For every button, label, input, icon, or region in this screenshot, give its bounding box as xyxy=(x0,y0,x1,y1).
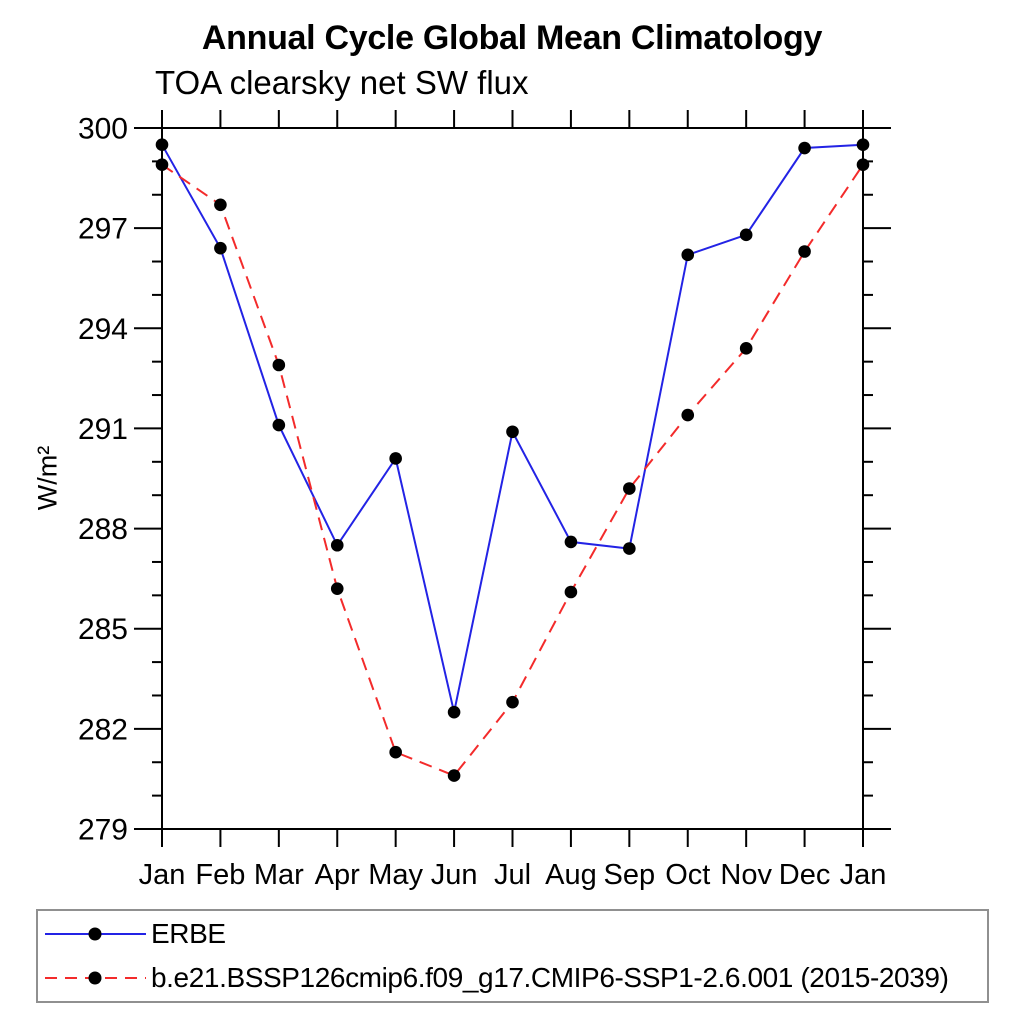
y-tick-label: 288 xyxy=(78,513,128,546)
data-point-marker xyxy=(681,408,695,422)
x-tick-label: Jan xyxy=(840,859,887,891)
data-point-marker xyxy=(330,582,344,595)
data-point-marker xyxy=(389,745,402,759)
data-point-marker xyxy=(155,138,169,151)
y-tick-label: 291 xyxy=(78,413,128,446)
data-point-marker xyxy=(798,141,811,155)
x-tick-label: Jan xyxy=(139,859,186,891)
y-tick-label: 294 xyxy=(78,313,128,346)
data-point-marker xyxy=(564,585,578,599)
legend-label-erbe: ERBE xyxy=(151,918,226,950)
data-point-marker xyxy=(272,418,286,432)
data-point-marker xyxy=(681,248,695,262)
x-tick-label: Mar xyxy=(254,859,304,891)
data-point-marker xyxy=(214,198,227,212)
data-point-marker xyxy=(564,535,578,549)
legend-box: ERBE b.e21.BSSP126cmip6.f09_g17.CMIP6-SS… xyxy=(36,909,989,1003)
x-tick-label: Apr xyxy=(315,859,360,891)
data-point-marker xyxy=(623,482,636,495)
legend-item-model: b.e21.BSSP126cmip6.f09_g17.CMIP6-SSP1-2.… xyxy=(43,958,987,998)
x-tick-label: Feb xyxy=(195,859,245,891)
data-point-marker xyxy=(330,538,344,552)
data-point-marker xyxy=(214,241,227,255)
erbe-line-sample xyxy=(45,927,146,941)
x-tick-label: Sep xyxy=(604,859,656,891)
plot-frame xyxy=(161,127,864,830)
y-tick-label: 279 xyxy=(78,814,128,847)
x-tick-label: Jul xyxy=(494,859,531,891)
x-tick-label: Jun xyxy=(431,859,478,891)
y-tick-label: 297 xyxy=(78,213,128,246)
data-point-marker xyxy=(272,358,286,372)
y-tick-label: 300 xyxy=(78,113,128,146)
data-point-marker xyxy=(389,452,402,465)
data-point-marker xyxy=(506,695,519,709)
data-point-marker xyxy=(447,705,461,719)
chart-title: Annual Cycle Global Mean Climatology xyxy=(201,19,823,57)
data-point-marker xyxy=(155,158,169,172)
data-point-marker xyxy=(856,138,870,151)
y-tick-label: 285 xyxy=(78,613,128,646)
legend-item-erbe: ERBE xyxy=(43,914,987,954)
data-point-marker xyxy=(506,425,519,439)
data-point-marker xyxy=(798,245,811,258)
data-point-marker xyxy=(623,542,636,555)
data-point-marker xyxy=(447,769,461,782)
x-tick-label: Dec xyxy=(779,859,831,891)
y-tick-label: 282 xyxy=(78,713,128,746)
data-point-marker xyxy=(739,228,753,242)
x-tick-label: Nov xyxy=(720,859,772,891)
x-tick-label: Aug xyxy=(545,859,597,891)
data-point-marker xyxy=(739,342,753,355)
data-point-marker xyxy=(856,158,870,172)
series-line-1 xyxy=(161,163,864,777)
legend-label-model: b.e21.BSSP126cmip6.f09_g17.CMIP6-SSP1-2.… xyxy=(151,961,949,993)
x-tick-label: Oct xyxy=(665,859,710,891)
chart-subtitle: TOA clearsky net SW flux xyxy=(155,64,529,101)
model-line-sample xyxy=(45,971,146,985)
x-tick-label: May xyxy=(368,859,423,891)
